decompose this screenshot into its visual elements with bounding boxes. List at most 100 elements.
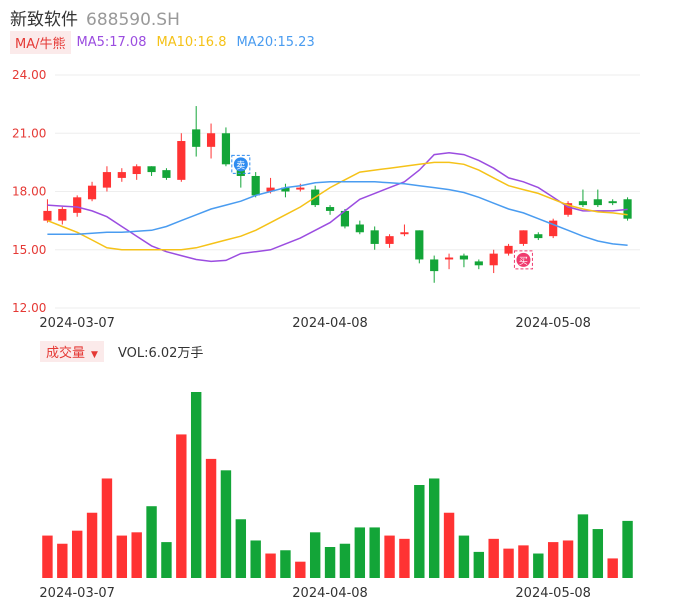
candle-body — [549, 220, 558, 237]
candle-body — [325, 207, 335, 211]
candle-body — [400, 232, 409, 235]
volume-bar — [161, 542, 172, 578]
volume-bar — [190, 392, 202, 578]
volume-bar — [324, 547, 336, 578]
y-tick-label: 15.00 — [12, 243, 46, 257]
candle-body — [73, 197, 82, 213]
candle-body — [296, 187, 305, 190]
candle-body — [43, 210, 52, 221]
y-tick-label: 21.00 — [12, 126, 46, 140]
price-x-tick-label: 2024-03-07 — [39, 316, 115, 331]
candle-body — [459, 255, 469, 260]
candle-body — [593, 199, 602, 206]
y-tick-label: 24.00 — [12, 68, 46, 82]
candle-body — [415, 230, 424, 260]
volume-x-tick-label: 2024-03-07 — [39, 586, 115, 601]
volume-bar — [503, 548, 514, 578]
candle-body — [162, 170, 171, 178]
ma10-label: MA10:16.8 — [156, 34, 227, 50]
candle-body — [117, 172, 126, 178]
ma20-label: MA20:15.23 — [236, 34, 315, 50]
volume-bar — [57, 543, 68, 578]
candle-body — [132, 166, 141, 175]
volume-bar — [146, 506, 157, 578]
candle-body — [370, 230, 379, 244]
candle-body — [87, 185, 97, 200]
candle-body — [221, 133, 231, 165]
candle-body — [266, 187, 275, 192]
candle-body — [474, 261, 483, 266]
ma-legend: MA/牛熊 MA5:17.08 MA10:16.8 MA20:15.23 — [10, 30, 325, 54]
volume-bar — [428, 478, 440, 578]
volume-bar — [369, 527, 380, 578]
candle-body — [340, 210, 350, 227]
candle-body — [608, 201, 617, 204]
volume-bar — [101, 478, 113, 578]
volume-bar — [250, 540, 261, 578]
ma5-line — [47, 151, 628, 263]
volume-bar — [116, 535, 128, 578]
volume-bar — [458, 535, 470, 578]
stock-code: 688590.SH — [86, 10, 180, 30]
buy-marker-icon-glyph: 买 — [519, 256, 528, 267]
candle-body — [563, 203, 573, 215]
stock-title: 新致软件 688590.SH — [10, 5, 180, 30]
volume-bar — [577, 514, 589, 578]
volume-legend: 成交量 ▼ VOL:6.02万手 — [40, 340, 204, 362]
y-tick-label: 18.00 — [12, 185, 46, 199]
candle-body — [534, 234, 543, 239]
volume-bar — [265, 553, 276, 578]
candle-body — [504, 245, 513, 254]
volume-bar — [384, 535, 395, 578]
ma-indicator-tab[interactable]: MA/牛熊 — [10, 30, 71, 54]
sell-marker-icon — [233, 157, 248, 172]
price-x-tick-label: 2024-04-08 — [292, 316, 368, 331]
volume-bar — [533, 553, 544, 578]
price-x-tick-label: 2024-05-08 — [515, 316, 591, 331]
volume-bar — [547, 542, 559, 578]
ma20-line — [47, 181, 628, 247]
volume-bar — [488, 538, 499, 578]
candle-body — [58, 208, 67, 221]
candle-body — [444, 257, 454, 260]
candle-body — [355, 224, 364, 233]
volume-bar — [473, 551, 485, 578]
candle-body — [623, 199, 632, 219]
volume-bar — [220, 470, 232, 578]
volume-bar — [42, 535, 53, 578]
candle-body — [251, 175, 260, 196]
volume-tag-label: 成交量 — [46, 345, 86, 361]
volume-indicator-dropdown[interactable]: 成交量 ▼ — [40, 340, 104, 362]
candle-body — [206, 133, 216, 147]
volume-bar — [354, 527, 366, 578]
volume-bar — [592, 529, 604, 578]
volume-bar — [86, 512, 98, 578]
caret-down-icon: ▼ — [91, 349, 98, 360]
candle-body — [281, 187, 290, 192]
candle-body — [578, 201, 588, 206]
volume-bar — [399, 538, 410, 578]
sell-marker-icon-frame — [231, 154, 251, 174]
volume-bar — [71, 530, 83, 578]
candle-body — [177, 141, 186, 180]
volume-bar — [295, 561, 306, 578]
volume-bar — [443, 512, 455, 578]
volume-bar — [309, 532, 321, 578]
stock-name: 新致软件 — [10, 10, 78, 30]
candle-body — [192, 129, 201, 147]
volume-bar — [131, 532, 142, 578]
candle-body — [430, 259, 439, 272]
volume-bar — [414, 485, 425, 578]
ma5-label: MA5:17.08 — [76, 34, 147, 50]
volume-value: VOL:6.02万手 — [117, 345, 204, 361]
candle-body — [385, 236, 394, 244]
volume-bar — [622, 520, 633, 578]
volume-bar — [607, 558, 618, 578]
sell-marker-icon-glyph: 卖 — [236, 160, 245, 171]
volume-bar — [562, 540, 574, 578]
volume-bar — [176, 434, 187, 578]
volume-x-tick-label: 2024-04-08 — [292, 586, 368, 601]
candle-body — [102, 172, 112, 188]
ma10-line — [47, 161, 628, 251]
